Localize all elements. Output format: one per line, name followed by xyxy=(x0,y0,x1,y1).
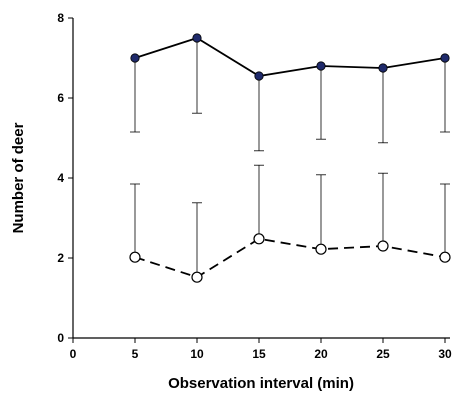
y-tick-label: 0 xyxy=(57,331,64,345)
series-1-point xyxy=(254,71,264,81)
y-tick-label: 6 xyxy=(57,91,64,105)
x-axis-title: Observation interval (min) xyxy=(168,375,354,392)
x-tick-label: 0 xyxy=(70,347,77,361)
series-1-point xyxy=(316,61,326,71)
series-1-point xyxy=(130,53,140,63)
x-tick-label: 20 xyxy=(314,347,328,361)
x-tick-label: 30 xyxy=(438,347,452,361)
ticks: 0 5 10 15 20 25 30 0 2 4 6 8 xyxy=(57,11,452,361)
x-tick-label: 15 xyxy=(252,347,266,361)
y-tick-label: 4 xyxy=(57,171,64,185)
error-bars xyxy=(130,38,450,278)
series-2-point xyxy=(315,243,327,255)
x-tick-label: 5 xyxy=(132,347,139,361)
y-tick-label: 2 xyxy=(57,251,64,265)
series-2-line xyxy=(134,237,446,279)
x-tick-label: 10 xyxy=(190,347,204,361)
x-tick-label: 25 xyxy=(376,347,390,361)
series-1-line xyxy=(134,37,446,77)
series-2-point xyxy=(129,251,141,263)
series-2-point xyxy=(253,233,265,245)
series-1-point xyxy=(440,53,450,63)
series-lines xyxy=(134,37,446,279)
series-2-point xyxy=(439,251,451,263)
series-markers xyxy=(129,33,451,283)
y-axis-title: Number of deer xyxy=(10,122,27,233)
series-1-point xyxy=(378,63,388,73)
series-2-point xyxy=(191,271,203,283)
series-1-point xyxy=(192,33,202,43)
y-tick-label: 8 xyxy=(57,11,64,25)
series-2-point xyxy=(377,240,389,252)
